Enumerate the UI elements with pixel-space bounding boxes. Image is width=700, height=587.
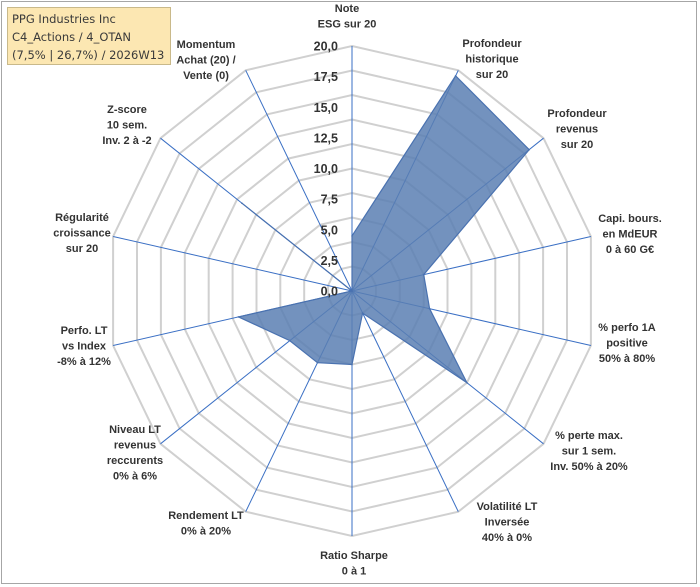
period-summary: (7,5% | 26,7%) / 2026W13 (12, 48, 165, 62)
category-label-line: sur 20 (561, 139, 593, 151)
category-label-line: historique (465, 54, 518, 66)
category-label: Niveau LT revenus reccurents 0% à 6% (107, 424, 163, 483)
series-point (241, 202, 243, 204)
category-label-line: Niveau LT (109, 424, 161, 436)
category-label-line: Z-score (107, 104, 147, 116)
category-label: Volatilité LT Inversée 40% à 0% (477, 501, 538, 544)
category-label-line: 0 à 60 G€ (606, 244, 654, 256)
category-label: Perfo. LT vs Index -8% à 12% (57, 325, 111, 368)
category-label-line: -8% à 12% (57, 356, 111, 368)
tick-label: 7,5 (321, 193, 338, 207)
title-box: PPG Industries Inc C4_Actions / 4_OTAN (… (7, 7, 171, 65)
category-label: Profondeur revenus sur 20 (547, 108, 607, 151)
category-label: Note ESG sur 20 (318, 3, 377, 31)
category-label: % perte max. sur 1 sem. Inv. 50% à 20% (550, 430, 628, 473)
category-label: Ratio Sharpe 0 à 1 (320, 550, 388, 578)
category-label-line: Note (335, 3, 359, 15)
series-area (236, 74, 531, 385)
category-label: Z-score 10 sem. Inv. 2 à -2 (102, 104, 151, 147)
portfolio-path: C4_Actions / 4_OTAN (12, 30, 132, 44)
category-label: Profondeur historique sur 20 (462, 38, 522, 81)
category-labels: Note ESG sur 20 Profondeur historique sur 20… (53, 3, 662, 578)
category-label-line: revenus (114, 440, 156, 452)
category-label-line: Profondeur (462, 38, 522, 50)
series-point (422, 273, 425, 276)
category-label-line: Ratio Sharpe (320, 550, 388, 562)
category-label: % perfo 1A positive 50% à 80% (598, 322, 656, 365)
series-point (351, 363, 353, 366)
category-label-line: % perfo 1A (598, 322, 656, 334)
tick-label: 12,5 (314, 131, 338, 145)
tick-label: 17,5 (314, 70, 338, 84)
tick-label: 10,0 (314, 162, 338, 176)
category-label-line: % perte max. (555, 430, 623, 442)
category-label-line: sur 20 (66, 243, 98, 255)
category-label-line: revenus (556, 124, 598, 136)
category-label-line: sur 1 sem. (562, 446, 616, 458)
category-label-line: en MdEUR (603, 229, 658, 241)
category-label-line: Perfo. LT (61, 325, 108, 337)
category-label-line: 40% à 0% (482, 532, 532, 544)
category-label-line: Rendement LT (168, 510, 244, 522)
series-point (316, 361, 319, 364)
radial-tick-labels: 0,0 2,5 5,0 7,5 10,0 12,5 15,0 17,5 20,0 (314, 40, 338, 299)
category-label: Rendement LT 0% à 20% (168, 510, 244, 538)
category-label-line: Momentum (177, 39, 236, 51)
category-label-line: croissance (53, 228, 110, 240)
category-label-line: reccurents (107, 455, 163, 467)
category-label-line: Capi. bours. (598, 213, 662, 225)
spoke-line (245, 70, 353, 292)
radar-series (236, 74, 531, 385)
category-label: Momentum Achat (20) / Vente (0) (176, 39, 235, 82)
category-label-line: ESG sur 20 (318, 19, 377, 31)
category-label-line: Volatilité LT (477, 501, 538, 513)
category-label-line: 50% à 80% (599, 353, 655, 365)
category-label-line: vs Index (62, 341, 107, 353)
category-label: Capi. bours. en MdEUR 0 à 60 G€ (598, 213, 662, 256)
category-label-line: Achat (20) / (176, 55, 235, 67)
category-label-line: Régularité (55, 212, 109, 224)
category-label-line: 0% à 6% (113, 471, 157, 483)
tick-label: 2,5 (321, 254, 338, 268)
tick-label: 0,0 (321, 285, 338, 299)
series-point (528, 148, 530, 151)
series-point (288, 339, 291, 342)
spoke-line (351, 290, 459, 512)
tick-label: 15,0 (314, 101, 338, 115)
category-label-line: Inversée (485, 517, 530, 529)
series-point (454, 75, 457, 77)
category-label-line: positive (606, 338, 648, 350)
series-point (351, 290, 353, 292)
category-label-line: Vente (0) (183, 70, 229, 82)
category-label-line: 0 à 1 (342, 566, 366, 578)
series-point (428, 307, 431, 310)
tick-label: 20,0 (314, 40, 338, 54)
category-label-line: Profondeur (547, 108, 607, 120)
spoke-line (112, 236, 353, 292)
series-point (351, 235, 353, 237)
category-label-line: Inv. 50% à 20% (550, 461, 628, 473)
series-point (466, 381, 468, 384)
category-label-line: sur 20 (476, 69, 508, 81)
category-label-line: Inv. 2 à -2 (102, 135, 151, 147)
company-name: PPG Industries Inc (12, 12, 116, 26)
category-label-line: 10 sem. (107, 120, 147, 132)
series-point (237, 316, 240, 318)
category-label: Régularité croissance sur 20 (53, 212, 110, 255)
series-point (361, 312, 364, 314)
tick-label: 5,0 (321, 223, 338, 237)
category-label-line: 0% à 20% (181, 526, 231, 538)
